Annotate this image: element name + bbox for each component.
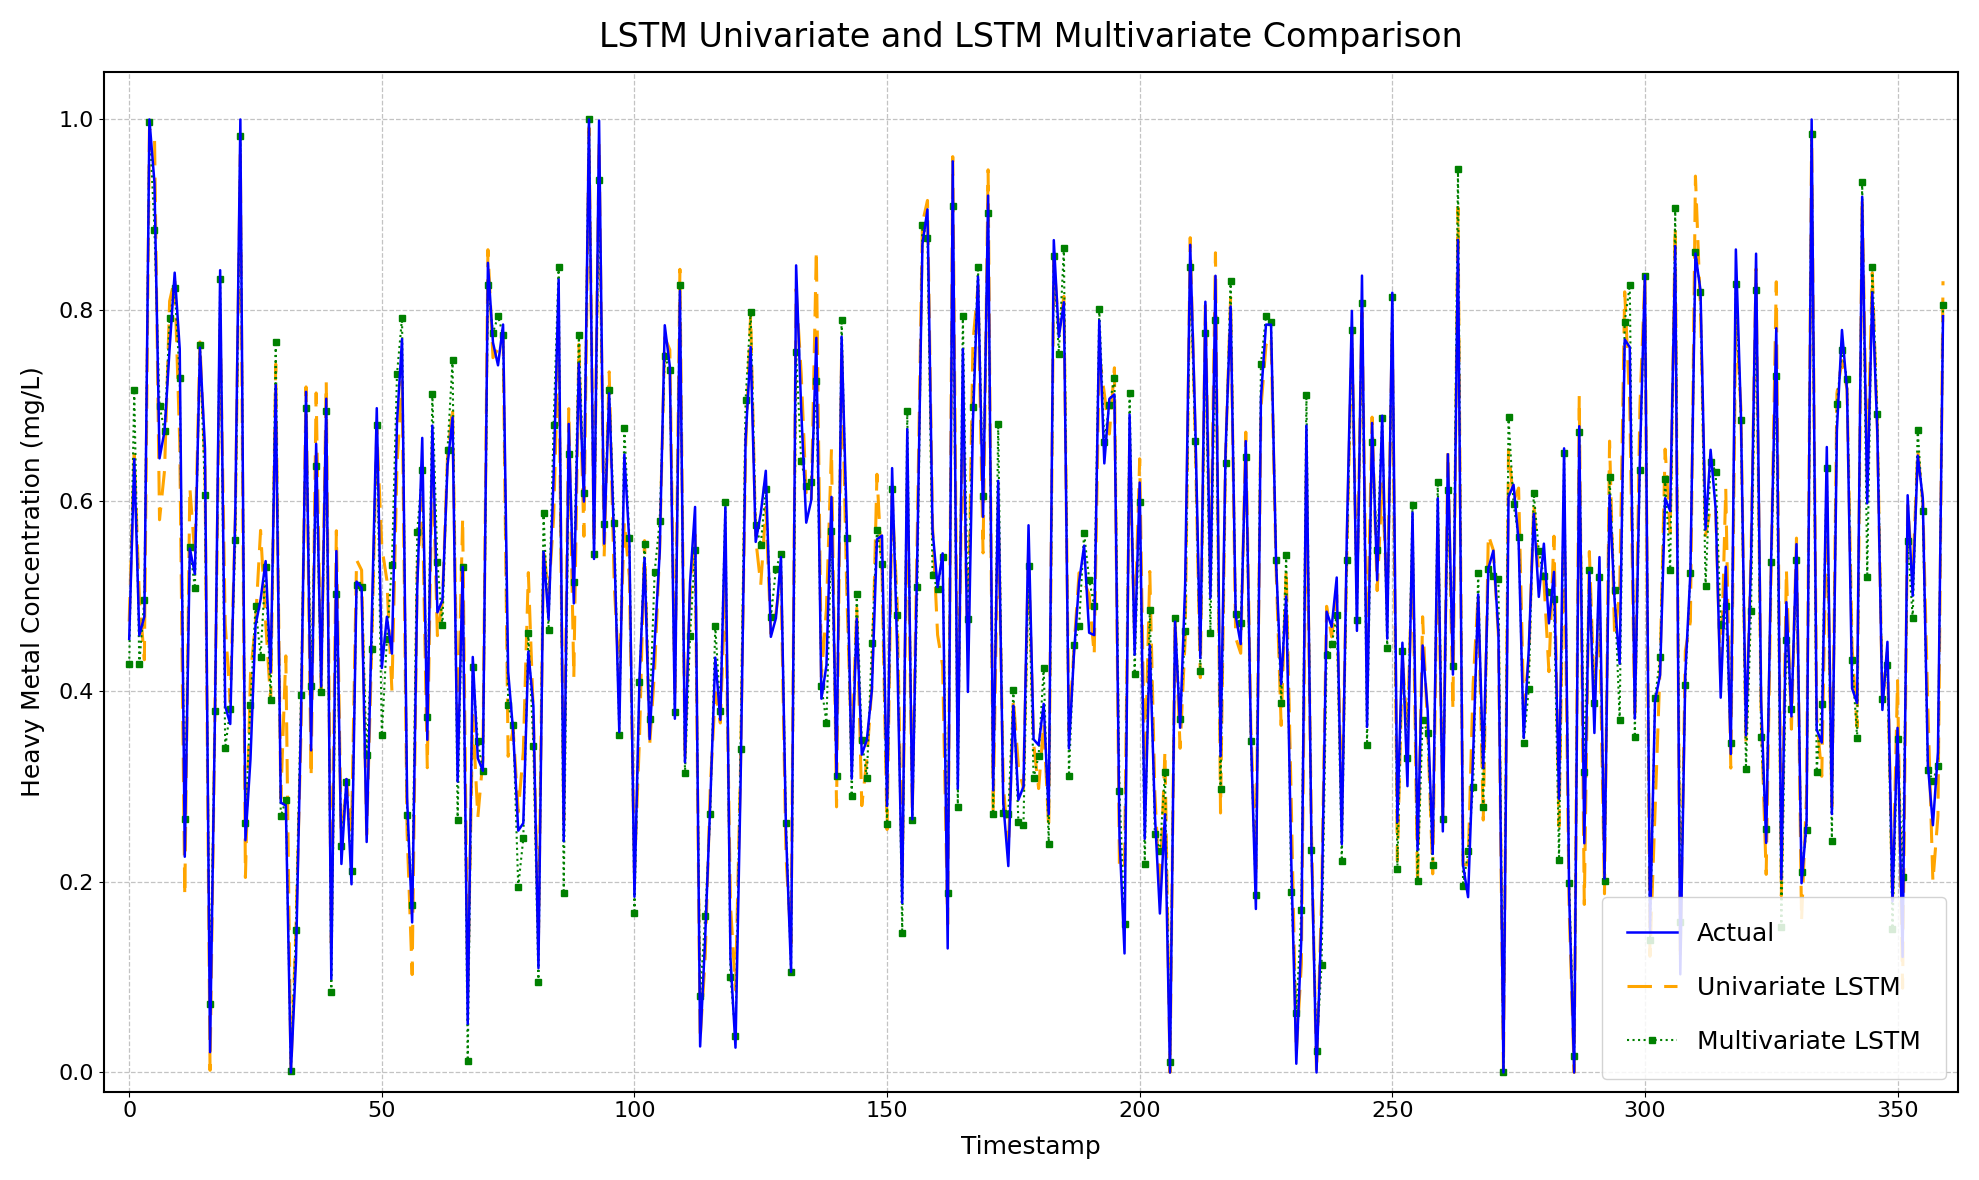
Univariate LSTM [669,262,693,276]
Univariate LSTM [344,553,368,568]
Multivariate LSTM [663,704,687,719]
Univariate LSTM [760,627,784,641]
Actual [669,284,693,299]
Line: Actual: Actual [129,119,1943,1073]
Line: Multivariate LSTM: Multivariate LSTM [127,117,1945,1075]
Univariate LSTM [117,615,141,629]
Actual [1840,681,1864,695]
Multivariate LSTM [916,231,940,245]
Univariate LSTM [920,518,944,532]
Multivariate LSTM [340,864,364,878]
Actual [920,523,944,537]
Y-axis label: Heavy Metal Concentration (mg/L): Heavy Metal Concentration (mg/L) [22,366,46,798]
Actual [350,581,374,595]
Multivariate LSTM [1932,299,1955,313]
Actual [1932,309,1955,323]
Title: LSTM Univariate and LSTM Multivariate Comparison: LSTM Univariate and LSTM Multivariate Co… [600,21,1462,54]
Univariate LSTM [1840,640,1864,654]
Univariate LSTM [728,759,752,773]
Actual [279,1066,303,1080]
Actual [139,112,162,126]
Univariate LSTM [578,120,602,135]
Multivariate LSTM [724,1029,748,1043]
Multivariate LSTM [754,481,778,496]
Legend: Actual, Univariate LSTM, Multivariate LSTM: Actual, Univariate LSTM, Multivariate LS… [1601,897,1945,1079]
Multivariate LSTM [1492,1066,1516,1080]
Univariate LSTM [279,1066,303,1080]
Line: Univariate LSTM: Univariate LSTM [129,127,1943,1073]
Univariate LSTM [1932,274,1955,288]
Multivariate LSTM [578,112,602,126]
Multivariate LSTM [117,657,141,671]
X-axis label: Timestamp: Timestamp [962,1135,1100,1159]
Actual [117,631,141,645]
Actual [728,779,752,793]
Multivariate LSTM [1840,654,1864,668]
Actual [760,630,784,644]
